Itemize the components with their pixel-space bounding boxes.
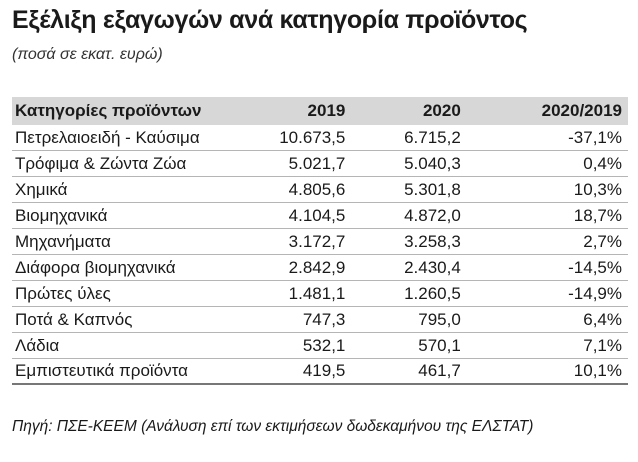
table-row: Βιομηχανικά 4.104,5 4.872,0 18,7% [12,203,628,229]
table-row: Ποτά & Καπνός 747,3 795,0 6,4% [12,307,628,333]
table-body: Πετρελαιοειδή - Καύσιμα 10.673,5 6.715,2 -3… [12,125,628,385]
cell-category: Λάδια [15,335,60,355]
cell-category: Εμπιστευτικά προϊόντα [15,361,188,380]
cell-2020: 795,0 [418,309,461,329]
page-title: Εξέλιξη εξαγωγών ανά κατηγορία προϊόντος [12,6,528,34]
cell-category: Πρώτες ύλες [15,283,111,303]
cell-change: 10,3% [573,179,622,199]
cell-change: 7,1% [583,335,622,355]
cell-2019: 4.104,5 [288,205,346,225]
page-subtitle: (ποσά σε εκατ. ευρώ) [12,46,163,63]
cell-2020: 570,1 [418,335,461,355]
cell-change: 0,4% [583,153,622,173]
table-row: Πετρελαιοειδή - Καύσιμα 10.673,5 6.715,2 -3… [12,125,628,151]
cell-2020: 2.430,4 [404,257,461,277]
table-row: Λάδια 532,1 570,1 7,1% [12,333,628,359]
cell-2019: 10.673,5 [279,127,346,147]
cell-category: Βιομηχανικά [15,205,108,225]
cell-2020: 5.301,8 [404,179,461,199]
cell-change: 10,1% [573,361,622,380]
cell-2020: 3.258,3 [404,231,461,251]
cell-2020: 461,7 [418,361,461,380]
table-row: Μηχανήματα 3.172,7 3.258,3 2,7% [12,229,628,255]
table-row: Τρόφιμα & Ζώντα Ζώα 5.021,7 5.040,3 0,4% [12,151,628,177]
cell-category: Χημικά [15,179,68,199]
cell-2019: 419,5 [302,361,346,380]
table-row: Εμπιστευτικά προϊόντα 419,5 461,7 10,1% [12,359,628,385]
cell-category: Διάφορα βιομηχανικά [15,257,176,277]
table-row: Χημικά 4.805,6 5.301,8 10,3% [12,177,628,203]
cell-change: 2,7% [583,231,622,251]
cell-2020: 4.872,0 [404,205,461,225]
cell-category: Πετρελαιοειδή - Καύσιμα [15,127,200,147]
exports-table: Κατηγορίες προϊόντων 2019 2020 2020/2019… [12,97,628,385]
cell-change: -14,5% [568,257,622,277]
cell-change: -14,9% [568,283,622,303]
cell-2019: 1.481,1 [288,283,346,303]
cell-change: 6,4% [583,309,622,329]
cell-2020: 1.260,5 [404,283,461,303]
cell-2019: 3.172,7 [288,231,346,251]
cell-category: Μηχανήματα [15,231,111,251]
header-category: Κατηγορίες προϊόντων [15,101,202,120]
cell-2019: 4.805,6 [288,179,346,199]
header-change: 2020/2019 [541,101,622,120]
table-row: Πρώτες ύλες 1.481,1 1.260,5 -14,9% [12,281,628,307]
table-row: Διάφορα βιομηχανικά 2.842,9 2.430,4 -14,5% [12,255,628,281]
cell-change: 18,7% [573,205,622,225]
cell-change: -37,1% [568,127,622,147]
cell-2019: 532,1 [302,335,346,355]
header-2020: 2020 [422,101,461,120]
cell-category: Ποτά & Καπνός [15,309,133,329]
source-note: Πηγή: ΠΣΕ-ΚΕΕΜ (Ανάλυση επί των εκτιμήσε… [12,418,534,435]
cell-category: Τρόφιμα & Ζώντα Ζώα [15,153,187,173]
cell-2020: 6.715,2 [404,127,461,147]
cell-2019: 2.842,9 [288,257,346,277]
cell-2019: 5.021,7 [288,153,346,173]
table-header-row: Κατηγορίες προϊόντων 2019 2020 2020/2019 [12,97,628,125]
cell-2019: 747,3 [302,309,346,329]
cell-2020: 5.040,3 [404,153,461,173]
header-2019: 2019 [307,101,346,120]
